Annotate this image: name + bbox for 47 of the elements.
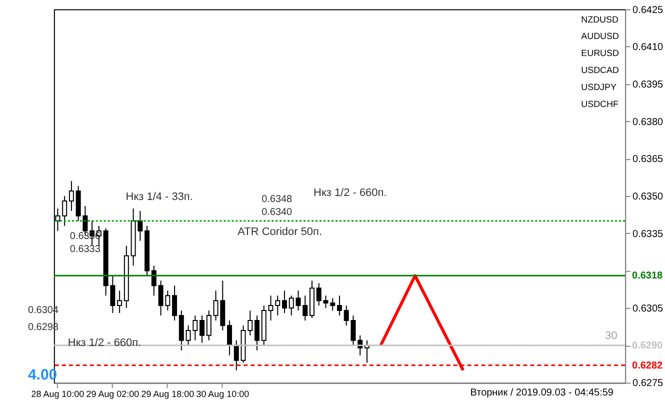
annotation: Нкз 1/4 - 33п. bbox=[126, 191, 193, 203]
annotation: USDCHF bbox=[581, 99, 620, 110]
ref-line-label: 0.6290 bbox=[632, 340, 663, 352]
annotation: Нкз 1/2 - 660п. bbox=[68, 336, 142, 349]
annotation: ATR Coridor 50п. bbox=[238, 226, 322, 238]
candlestick bbox=[68, 180, 74, 212]
x-tick-label: 28 Aug 10:00 bbox=[31, 389, 84, 400]
candlestick bbox=[234, 340, 239, 371]
annotation: 30 bbox=[605, 330, 618, 342]
y-tick-label: 0.6410 bbox=[632, 42, 664, 54]
candlestick bbox=[172, 285, 178, 321]
candlestick bbox=[117, 290, 122, 314]
annotation: EURUSD bbox=[581, 48, 620, 58]
annotation: USDCAD bbox=[581, 65, 620, 76]
y-tick-label: 0.6425 bbox=[632, 4, 664, 16]
x-tick-label: 29 Aug 02:00 bbox=[86, 389, 140, 400]
candlestick bbox=[288, 295, 294, 316]
y-tick-label: 0.6380 bbox=[632, 116, 664, 128]
candlestick bbox=[62, 196, 68, 226]
candlestick bbox=[227, 320, 232, 356]
candlestick bbox=[254, 315, 260, 351]
annotation: 0.6340 bbox=[262, 206, 293, 218]
text: Вторник / 2019.09.03 - 04:45:59 bbox=[470, 388, 614, 399]
y-tick-label: 0.6305 bbox=[632, 304, 664, 315]
ref-line-label: 0.6282 bbox=[632, 360, 663, 372]
y-tick-label: 0.6275 bbox=[632, 378, 664, 390]
y-tick-label: 0.6365 bbox=[632, 154, 664, 166]
candlestick bbox=[282, 290, 288, 314]
annotation: 0.6348 bbox=[262, 194, 293, 205]
candlestick bbox=[302, 295, 308, 321]
candlestick bbox=[330, 298, 336, 312]
candlestick bbox=[296, 290, 301, 312]
annotation: NZDUSD bbox=[581, 14, 620, 24]
y-tick-label: 0.6350 bbox=[632, 192, 664, 202]
annotation: 0.6333 bbox=[70, 244, 101, 255]
y-tick-label: 0.6335 bbox=[632, 228, 664, 240]
annotation: USDJPY bbox=[581, 82, 617, 92]
candlestick bbox=[206, 310, 212, 341]
annotation: Нкз 1/2 - 660п. bbox=[314, 187, 387, 200]
x-tick-label: 30 Aug 10:00 bbox=[196, 389, 250, 400]
x-tick-label: 29 Aug 18:00 bbox=[141, 389, 194, 400]
y-tick-label: 0.6395 bbox=[632, 79, 664, 90]
candlestick bbox=[200, 315, 205, 344]
candlestick bbox=[336, 295, 342, 316]
annotation: AUDUSD bbox=[581, 31, 620, 42]
candlestick bbox=[151, 265, 156, 296]
ref-line-label: 0.6318 bbox=[632, 270, 663, 282]
